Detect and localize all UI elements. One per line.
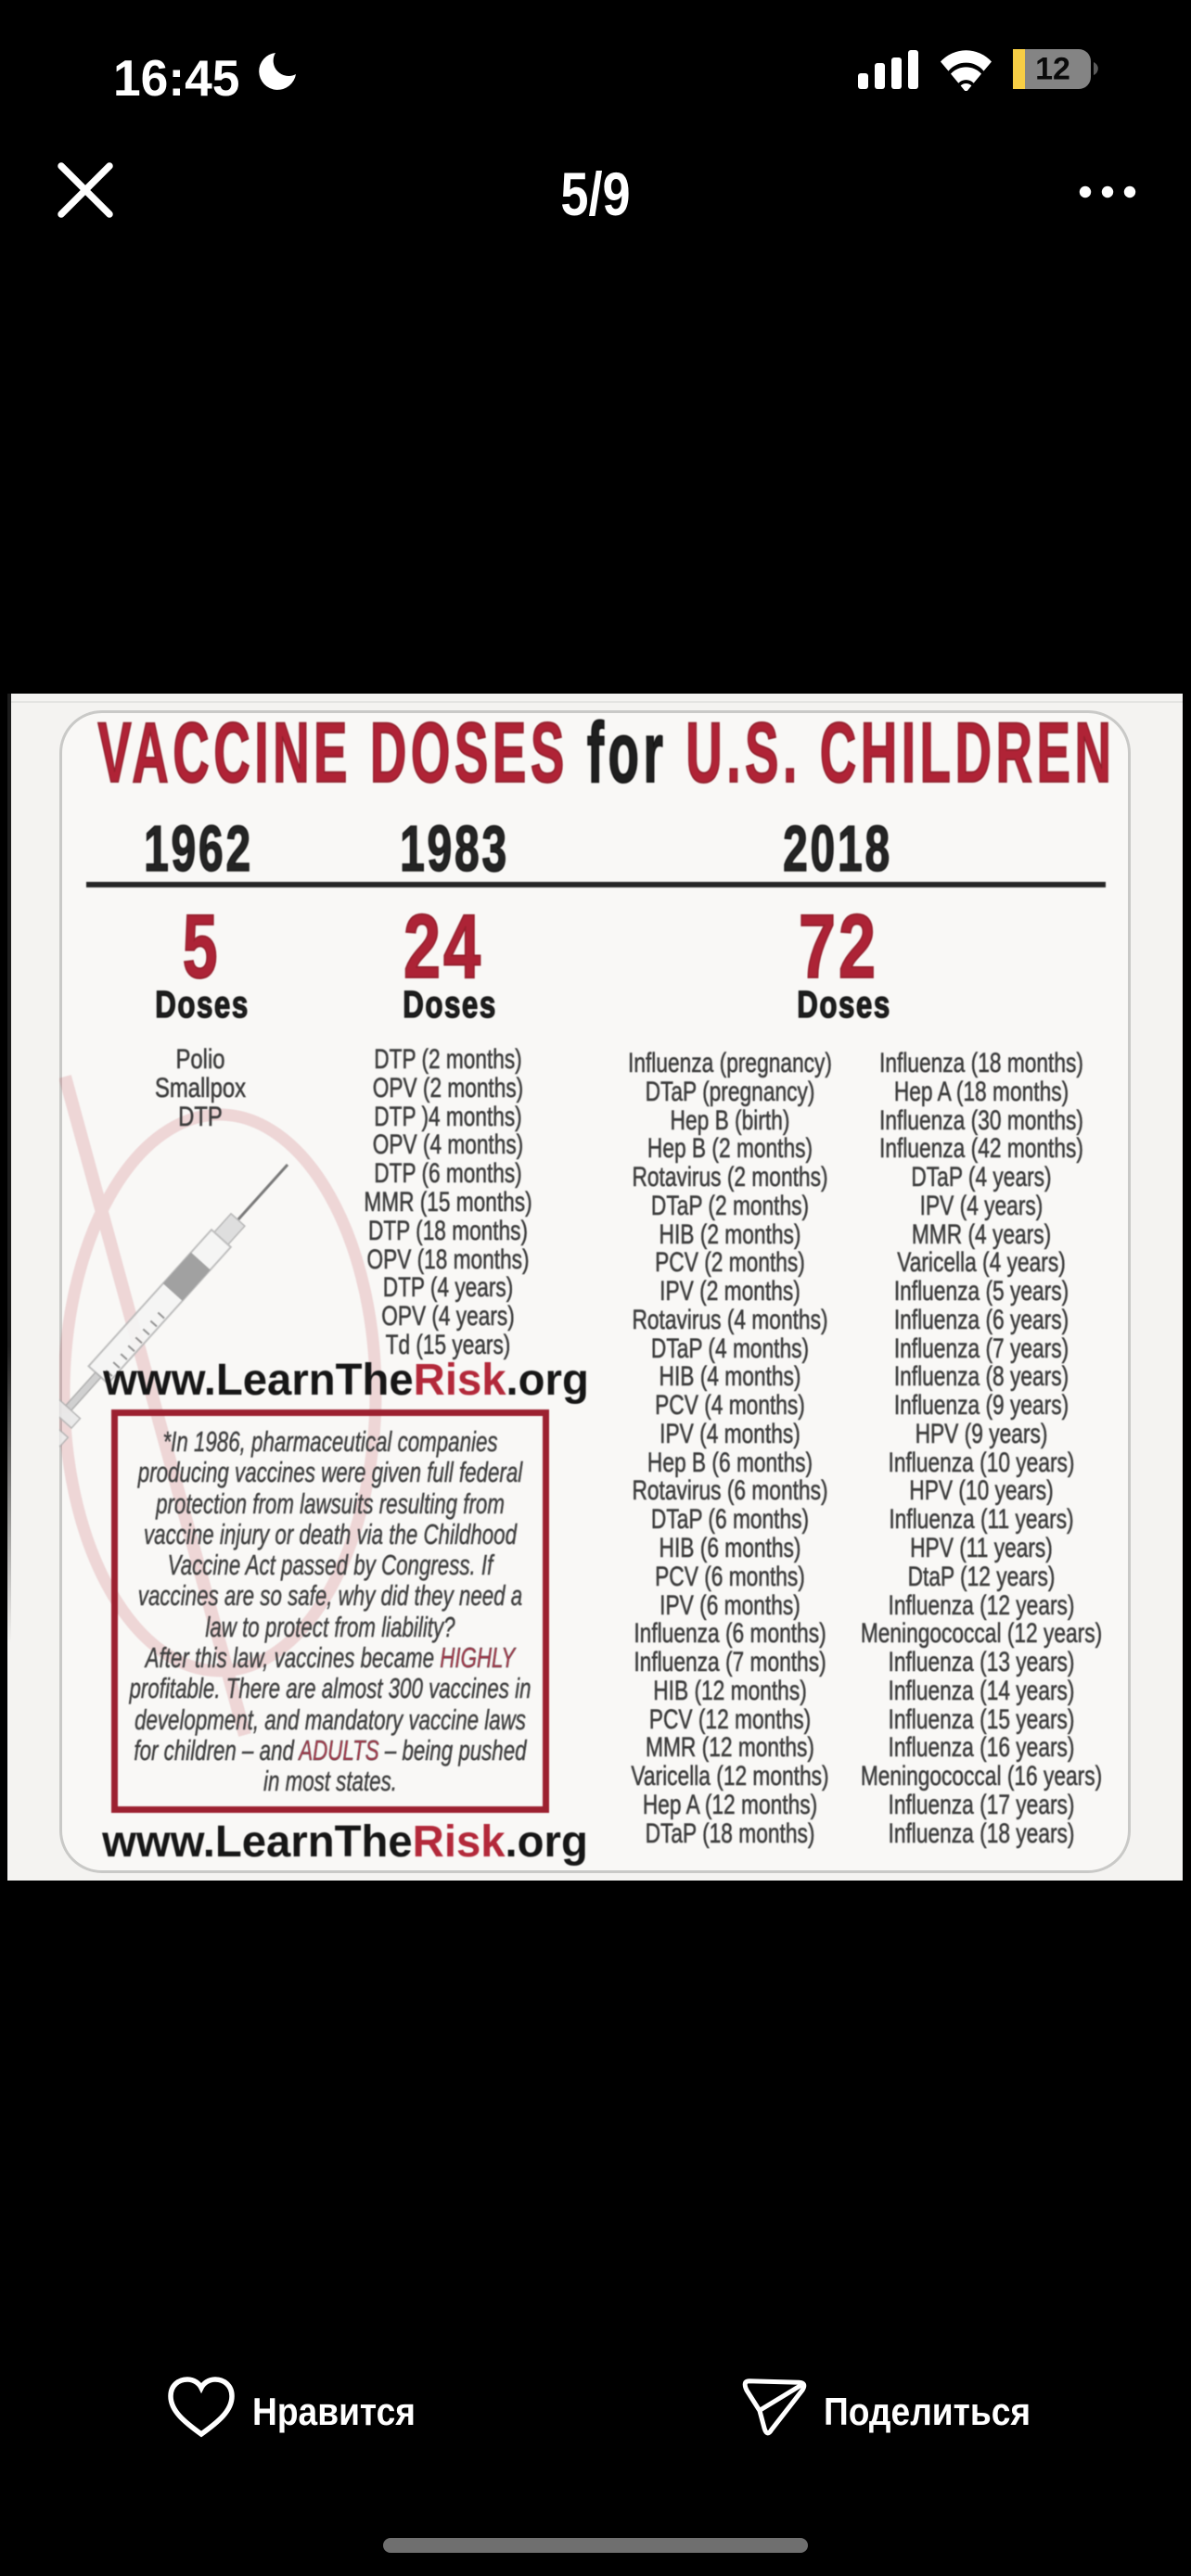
svg-text:12: 12: [1035, 52, 1070, 87]
